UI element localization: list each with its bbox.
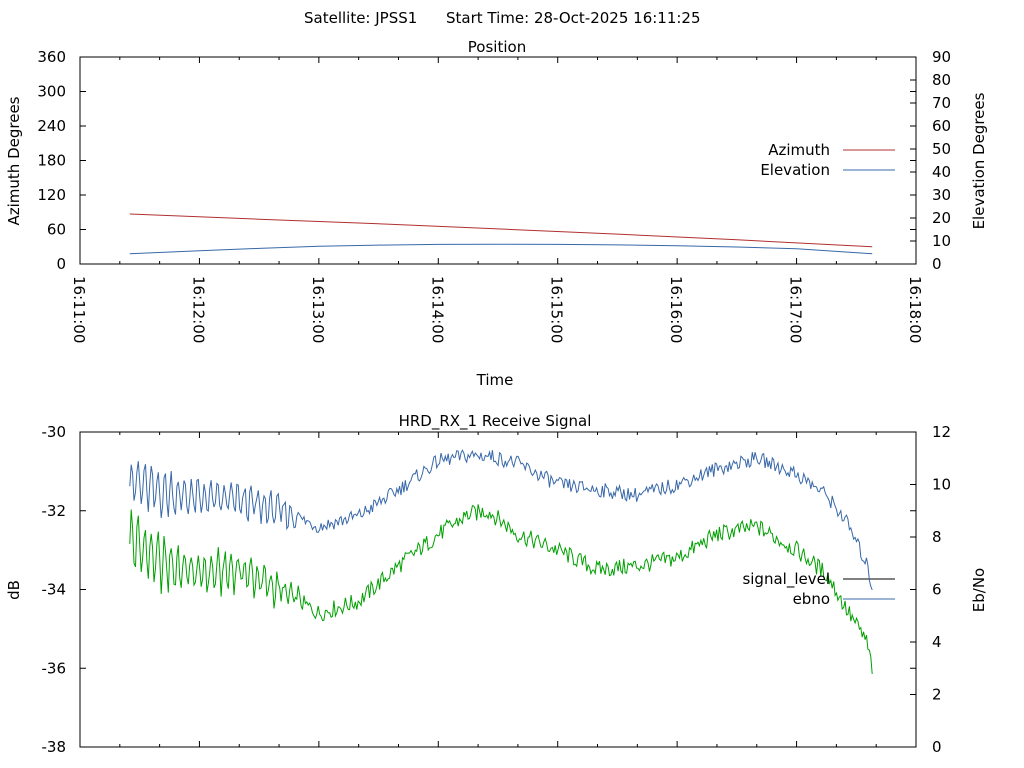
position-legend-label: Elevation [760,161,830,179]
position-x-tick-label: 16:13:00 [309,276,327,343]
signal-plot-frame [79,431,917,748]
position-x-tick-label: 16:15:00 [548,276,566,343]
position-x-tick-label: 16:12:00 [189,276,207,343]
signal-chart-title: HRD_RX_1 Receive Signal [399,412,592,431]
signal-y-tick-label: -38 [42,738,67,756]
signal-y2-tick-label: 12 [932,423,951,441]
position-chart: 0 60 120 180 240 300 360 0 10 20 30 40 50 60 70 80 90 16:… [37,48,951,343]
position-x-axis-label: Time [476,371,514,389]
position-y-tick-label: 240 [37,117,66,135]
position-y-tick-label: 120 [37,186,66,204]
position-y2-tick-label: 10 [932,232,951,250]
signal-y2-tick-label: 4 [932,633,942,651]
position-chart-title: Position [468,38,526,56]
position-series-elevation-line [129,243,873,255]
position-y2-axis-label: Elevation Degrees [970,92,988,229]
position-x-tick-label: 16:18:00 [906,276,924,343]
position-x-tick-label: 16:17:00 [787,276,805,343]
signal-y2-tick-label: 0 [932,738,942,756]
position-y2-tick-label: 0 [932,255,942,273]
signal-y-tick-label: -30 [42,423,67,441]
signal-y-tick-label: -34 [42,581,67,599]
signal-legend-label: signal_level [742,570,830,589]
signal-y2-tick-label: 6 [932,581,942,599]
signal-y-axis-label: dB [5,580,23,600]
signal-y2-tick-label: 8 [932,528,942,546]
header-satellite: Satellite: JPSS1 [304,9,417,27]
position-y2-tick-label: 20 [932,209,951,227]
signal-legend-label: ebno [793,590,830,608]
signal-y2-tick-label: 10 [932,476,951,494]
position-y2-tick-label: 30 [932,186,951,204]
position-y-tick-label: 60 [47,221,66,239]
header-start-time: Start Time: 28-Oct-2025 16:11:25 [446,9,701,27]
position-x-tick-label: 16:14:00 [428,276,446,343]
signal-y-tick-label: -36 [42,659,67,677]
position-y-tick-label: 360 [37,48,66,66]
position-y2-tick-label: 90 [932,48,951,66]
position-y-tick-label: 180 [37,152,66,170]
signal-series-signal-level-line [129,504,873,674]
position-legend-label: Azimuth [768,141,830,159]
signal-y2-tick-label: 2 [932,686,942,704]
position-series-azimuth-line [129,213,873,248]
position-y-tick-label: 0 [56,255,66,273]
position-x-tick-label: 16:11:00 [70,276,88,343]
position-y-tick-label: 300 [37,83,66,101]
position-y2-tick-label: 40 [932,163,951,181]
position-x-tick-label: 16:16:00 [667,276,685,343]
position-y2-tick-label: 50 [932,140,951,158]
signal-y-tick-label: -32 [42,502,67,520]
position-y-axis-label: Azimuth Degrees [5,96,23,225]
position-y2-tick-label: 70 [932,94,951,112]
signal-series-ebno-line [129,449,873,591]
position-y2-tick-label: 60 [932,117,951,135]
position-y2-tick-label: 80 [932,71,951,89]
signal-y2-axis-label: Eb/No [970,568,988,612]
